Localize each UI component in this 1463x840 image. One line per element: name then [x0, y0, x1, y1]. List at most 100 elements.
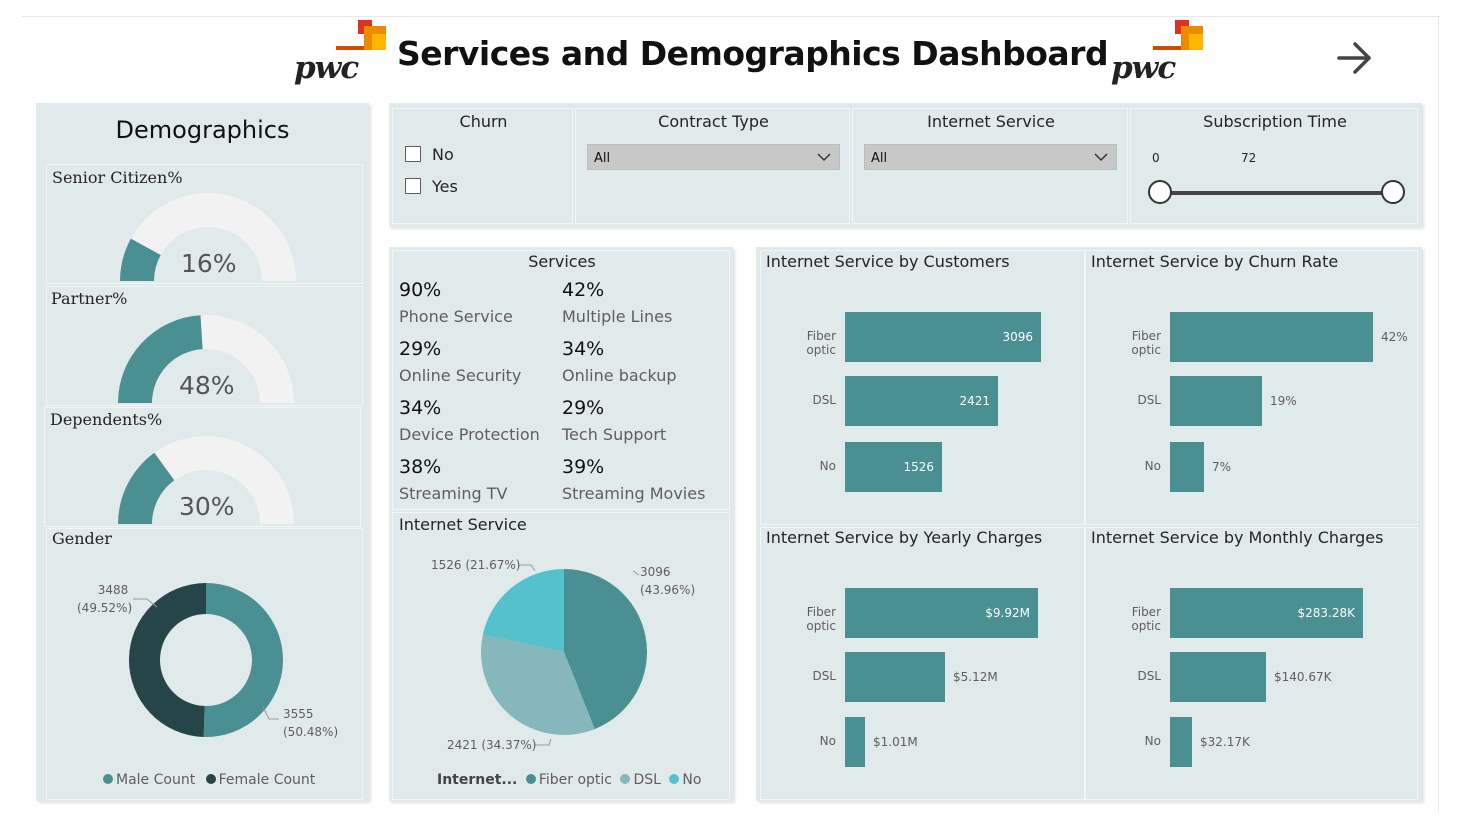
- legend-fiber-label: Fiber optic: [538, 772, 613, 788]
- bar[interactable]: [845, 652, 945, 702]
- pie-label-dsl: 2421 (34.37%): [447, 738, 537, 752]
- subscription-slider-max-handle[interactable]: [1381, 180, 1405, 204]
- internet-service-selected: All: [871, 151, 888, 166]
- bar[interactable]: [845, 376, 998, 426]
- pie-label-no: 1526 (21.67%): [431, 558, 521, 572]
- internet-service-slicer: Internet Service All: [852, 108, 1128, 224]
- bar-value-label: $1.01M: [873, 735, 918, 749]
- legend-title: Internet...: [437, 772, 518, 788]
- partner-label: Partner%: [51, 289, 128, 308]
- subscription-slider-track[interactable]: [1162, 191, 1394, 195]
- bar[interactable]: [845, 312, 1041, 362]
- bar-value-label: $140.67K: [1274, 670, 1332, 684]
- service-label: Device Protection: [399, 425, 540, 444]
- internet-service-dropdown[interactable]: All: [864, 144, 1117, 170]
- bar-value-label: 7%: [1212, 460, 1232, 474]
- bar-category-label: Fiber optic: [806, 605, 836, 633]
- chart-title: Internet Service by Churn Rate: [1091, 252, 1339, 271]
- senior-citizen-label: Senior Citizen%: [52, 168, 183, 187]
- partner-value: 48%: [179, 371, 235, 400]
- bar[interactable]: [1170, 442, 1204, 492]
- internet-service-pie-card: Internet Service 1526 (21.67%) 3096 (43.…: [392, 512, 730, 800]
- service-label: Multiple Lines: [562, 307, 673, 326]
- gender-legend: Male Count Female Count: [103, 772, 315, 788]
- subscription-slider-min-handle[interactable]: [1148, 180, 1172, 204]
- internet-service-pie-title: Internet Service: [399, 515, 527, 534]
- pie-label-fiber-pct: (43.96%): [640, 583, 696, 597]
- subscription-max-value: 72: [1241, 151, 1257, 165]
- subscription-time-slicer: Subscription Time 0 72: [1130, 108, 1418, 224]
- chevron-down-icon: [1094, 153, 1108, 162]
- service-pct: 90%: [399, 279, 442, 301]
- donut-slice-female: [129, 583, 206, 737]
- churn-no-label[interactable]: No: [432, 145, 454, 164]
- internet-pie-legend: Internet... Fiber optic DSL No: [437, 772, 701, 788]
- bar-category-label: Fiber optic: [1131, 329, 1161, 357]
- senior-citizen-gauge: [120, 193, 296, 281]
- bar[interactable]: [1170, 652, 1266, 702]
- senior-citizen-value: 16%: [181, 249, 237, 278]
- bar-category-label: No: [819, 459, 836, 473]
- bar[interactable]: [1170, 312, 1373, 362]
- senior-citizen-card: Senior Citizen% 16%: [46, 164, 363, 284]
- page-title: Services and Demographics Dashboard: [397, 34, 1109, 73]
- demographics-title: Demographics: [115, 116, 290, 144]
- service-label: Online backup: [562, 366, 677, 385]
- bar[interactable]: [1170, 717, 1192, 767]
- pwc-logo-right: pwc: [1109, 20, 1205, 96]
- contract-type-slicer: Contract Type All: [575, 108, 850, 224]
- chart-title: Internet Service by Monthly Charges: [1091, 528, 1384, 547]
- service-pct: 34%: [562, 338, 605, 360]
- churn-yes-checkbox[interactable]: [405, 178, 421, 194]
- service-pct: 38%: [399, 456, 442, 478]
- partner-gauge: [118, 315, 294, 403]
- arrow-right-icon[interactable]: [1335, 38, 1375, 78]
- partner-card: Partner% 48%: [46, 286, 363, 406]
- churn-yes-label[interactable]: Yes: [432, 177, 458, 196]
- chart-title: Internet Service by Customers: [766, 252, 1010, 271]
- bar-category-label: DSL: [1137, 669, 1161, 683]
- services-title: Services: [528, 252, 596, 271]
- legend-female-label: Female Count: [218, 772, 316, 788]
- bar[interactable]: [845, 717, 865, 767]
- bar-value-label: 1526: [903, 460, 934, 474]
- bar-category-label: Fiber optic: [806, 329, 836, 357]
- bar[interactable]: [1170, 588, 1363, 638]
- churn-slicer: Churn No Yes: [392, 108, 573, 224]
- pie-slice-dsl: [481, 634, 595, 735]
- bar[interactable]: [845, 442, 942, 492]
- bar-category-label: No: [1144, 734, 1161, 748]
- subscription-time-title: Subscription Time: [1203, 112, 1347, 131]
- gender-male-value: 3555: [283, 707, 314, 721]
- monthly-charges-bar-chart: Internet Service by Monthly Charges Fibe…: [1085, 527, 1418, 800]
- dependents-gauge: [118, 436, 294, 524]
- dependents-card: Dependents% 30%: [44, 407, 361, 527]
- frame-top-border: [22, 16, 1440, 17]
- bar-value-label: 42%: [1381, 330, 1408, 344]
- service-pct: 42%: [562, 279, 605, 301]
- bar-value-label: $32.17K: [1200, 735, 1250, 749]
- churn-rate-bar-chart: Internet Service by Churn Rate Fiber opt…: [1085, 250, 1418, 525]
- bar[interactable]: [845, 588, 1038, 638]
- bar-category-label: Fiber optic: [1131, 605, 1161, 633]
- legend-no-label: No: [682, 772, 702, 788]
- service-pct: 29%: [562, 397, 605, 419]
- bar-category-label: DSL: [812, 393, 836, 407]
- service-pct: 34%: [399, 397, 442, 419]
- contract-type-selected: All: [594, 151, 611, 166]
- donut-slice-male: [203, 583, 283, 737]
- legend-dsl-label: DSL: [633, 772, 661, 788]
- internet-service-slicer-title: Internet Service: [927, 112, 1055, 131]
- bar-value-label: $283.28K: [1297, 606, 1356, 620]
- gender-male-pct: (50.48%): [283, 725, 339, 739]
- service-pct: 29%: [399, 338, 442, 360]
- gender-female-value: 3488: [97, 583, 129, 597]
- bar[interactable]: [1170, 376, 1262, 426]
- churn-no-checkbox[interactable]: [405, 146, 421, 162]
- pwc-logo-left: pwc: [292, 20, 388, 96]
- bar-value-label: $5.12M: [953, 670, 998, 684]
- gender-card: Gender 3488 (49.52%) 3555 (50.48%) Male …: [46, 528, 363, 800]
- contract-type-dropdown[interactable]: All: [587, 144, 840, 170]
- legend-dot-female: [205, 774, 216, 784]
- service-label: Streaming Movies: [562, 484, 706, 503]
